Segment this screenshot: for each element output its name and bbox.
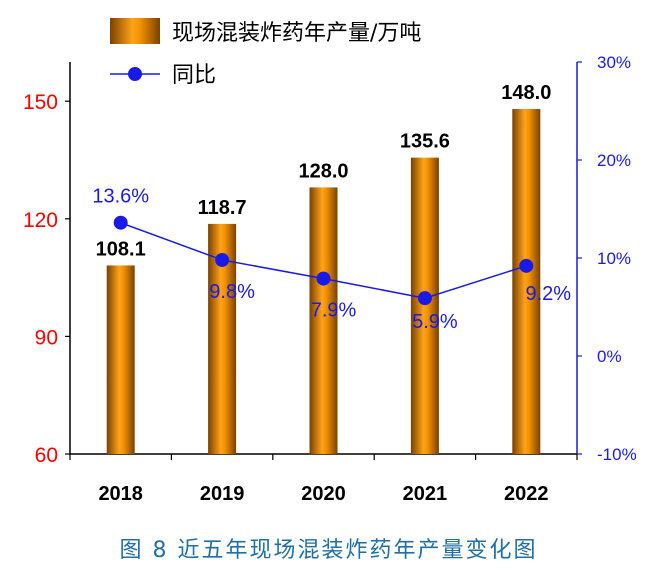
bar — [410, 157, 439, 454]
bar-value-label: 118.7 — [198, 197, 247, 219]
legend-bar-label: 现场混装炸药年产量/万吨 — [172, 21, 421, 46]
right-tick-label: 20% — [597, 151, 631, 170]
legend-bar-swatch — [110, 18, 160, 44]
line-point — [316, 271, 331, 286]
right-tick-label: 10% — [597, 249, 631, 268]
bar — [512, 109, 541, 454]
x-tick-label: 2019 — [200, 483, 245, 505]
x-tick-label: 2021 — [403, 483, 448, 505]
bar-value-label: 135.6 — [400, 131, 450, 153]
line-value-label: 9.8% — [209, 281, 255, 303]
left-tick-label: 90 — [35, 326, 58, 349]
axes: 60 90 120 150 -10% 0% 10% 20% 30% 2018 2019 2020 202… — [23, 53, 637, 505]
chart: 60 90 120 150 -10% 0% 10% 20% 30% 2018 2019 2020 202… — [23, 18, 637, 505]
legend-line-marker — [128, 67, 142, 81]
bar-value-label: 128.0 — [298, 160, 348, 182]
line-value-label: 7.9% — [311, 300, 357, 322]
line-value-label: 5.9% — [412, 311, 458, 333]
right-tick-label: 0% — [597, 347, 622, 366]
line-point — [519, 258, 534, 273]
left-tick-label: 150 — [23, 91, 58, 114]
left-tick-label: 120 — [23, 209, 58, 232]
right-tick-label: -10% — [597, 445, 637, 464]
line-point — [417, 291, 432, 306]
left-tick-label: 60 — [35, 444, 58, 467]
figure-caption: 图 8 近五年现场混装炸药年产量变化图 — [119, 538, 538, 563]
bar-series: 108.1 118.7 128.0 135.6 148.0 — [96, 82, 551, 454]
x-tick-label: 2020 — [301, 483, 346, 505]
line-point — [113, 215, 128, 230]
bar-value-label: 148.0 — [501, 82, 551, 104]
line-value-label: 9.2% — [526, 283, 572, 305]
legend-line-label: 同比 — [172, 63, 216, 88]
line-value-label: 13.6% — [92, 186, 149, 208]
line-point — [215, 252, 230, 267]
bar — [309, 187, 338, 454]
x-tick-label: 2022 — [504, 483, 549, 505]
line-series: 13.6% 9.8% 7.9% 5.9% 9.2% — [92, 186, 571, 333]
bar-value-label: 108.1 — [96, 238, 146, 260]
bar — [106, 265, 135, 454]
right-tick-label: 30% — [597, 53, 631, 72]
x-tick-label: 2018 — [98, 483, 143, 505]
